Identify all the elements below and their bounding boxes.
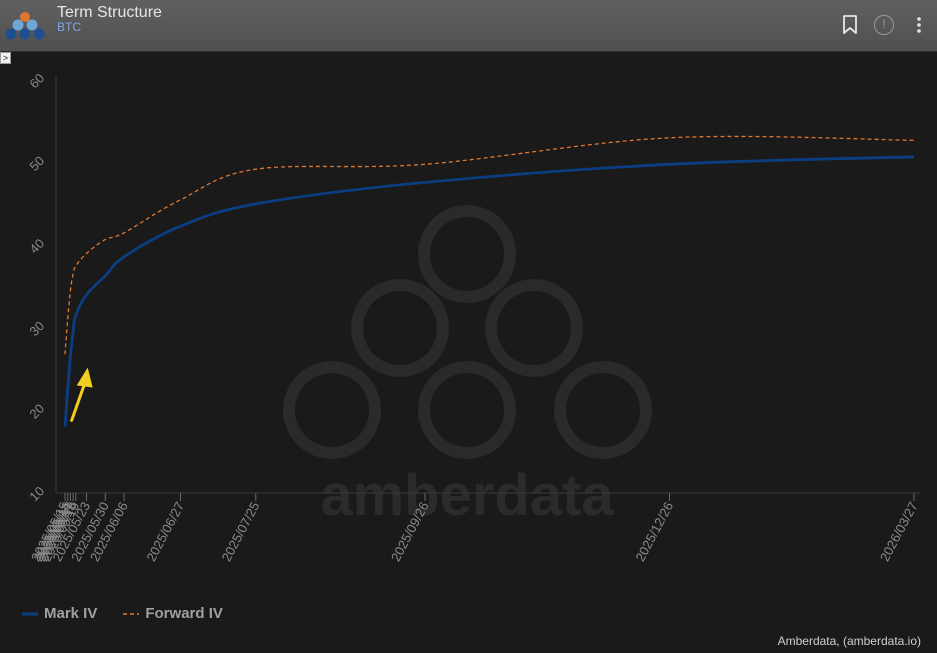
kebab-menu-icon[interactable] <box>912 14 926 36</box>
series-line-forward-iv <box>64 135 915 355</box>
legend-label-forward-iv: Forward IV <box>145 605 223 622</box>
y-tick-label: 20 <box>26 401 47 422</box>
legend-label-mark-iv: Mark IV <box>44 605 98 622</box>
legend-swatch-forward-iv <box>123 612 140 615</box>
y-tick-label: 50 <box>26 153 47 174</box>
y-tick-label: 10 <box>26 483 47 504</box>
expand-panel-button[interactable]: > <box>0 52 11 64</box>
x-tick-label: 2025/06/27 <box>143 499 187 564</box>
legend-item-mark-iv[interactable]: Mark IV <box>22 605 97 622</box>
x-tick-label: 2025/12/26 <box>632 499 676 564</box>
widget-header: Term Structure BTC ! <box>0 0 937 52</box>
legend-swatch-mark-iv <box>22 612 38 615</box>
series-line-mark-iv <box>63 155 915 427</box>
amberdata-logo-icon <box>5 12 45 40</box>
legend-item-forward-iv[interactable]: Forward IV <box>123 605 223 622</box>
annotation-arrow-shaft <box>70 381 87 422</box>
watermark-logo <box>283 205 652 459</box>
credit-text: Amberdata, (amberdata.io) <box>777 634 921 648</box>
annotation-arrow-head <box>76 367 93 388</box>
widget-title: Term Structure <box>57 4 162 21</box>
x-tick-label: 2026/03/27 <box>877 499 921 564</box>
term-structure-chart: amberdata 1020304050602025/05/152025/05/… <box>26 70 921 564</box>
bookmark-icon[interactable] <box>841 14 859 36</box>
y-tick-label: 40 <box>26 236 47 257</box>
x-tick-label: 2025/07/25 <box>219 499 263 564</box>
widget-subtitle: BTC <box>57 20 81 34</box>
y-tick-label: 30 <box>26 318 47 339</box>
chart-legend: Mark IV Forward IV <box>22 605 249 622</box>
y-tick-label: 60 <box>26 70 47 91</box>
watermark-text: amberdata <box>320 463 614 528</box>
info-icon[interactable]: ! <box>874 15 894 35</box>
